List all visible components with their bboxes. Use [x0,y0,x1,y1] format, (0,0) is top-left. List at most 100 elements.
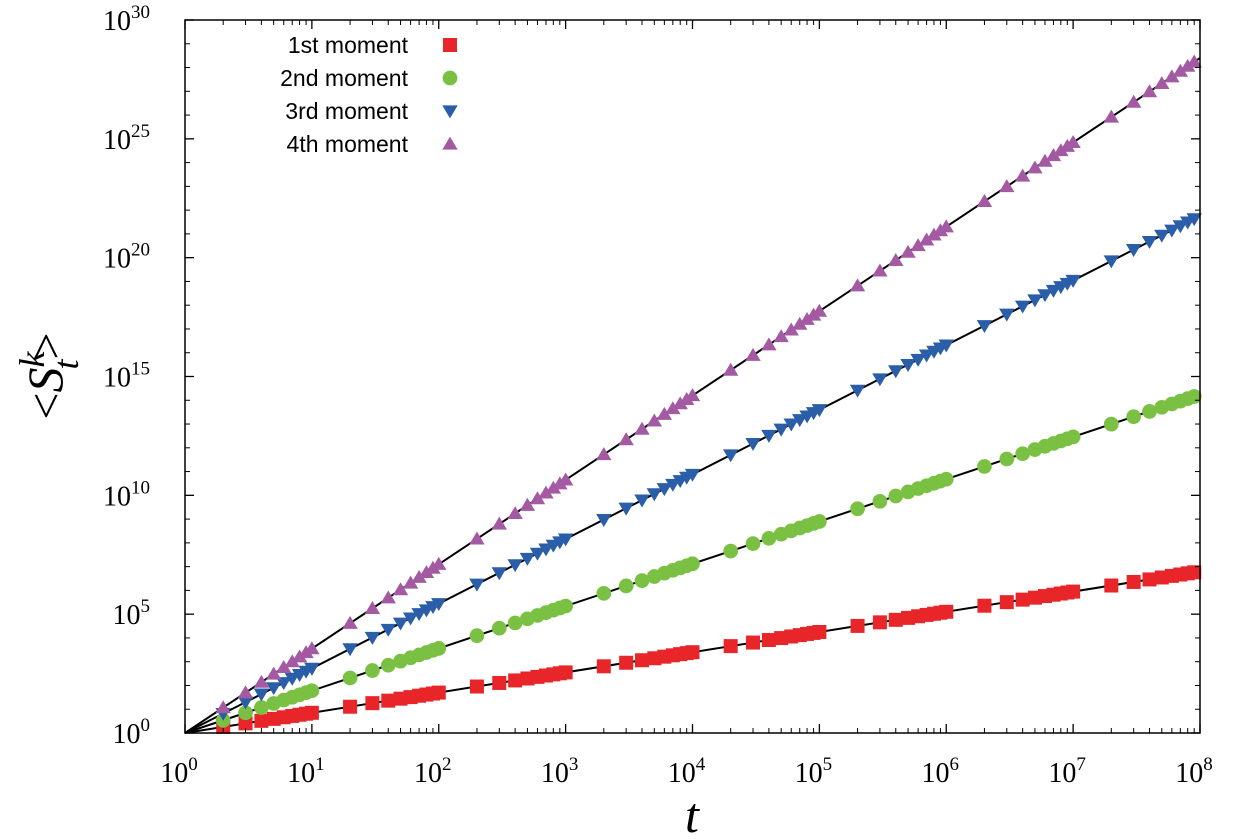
data-point [849,278,866,292]
data-point [977,459,992,474]
data-point [596,659,611,674]
data-point [1125,94,1142,108]
data-point [253,688,270,702]
data-point [557,472,574,486]
data-point [276,659,292,673]
data-point [558,665,573,680]
x-tick-label: 105 [795,754,833,789]
data-point [685,645,700,660]
data-point [469,679,484,694]
data-point [646,413,663,427]
x-tick-label: 104 [668,754,706,789]
data-point [1172,63,1189,77]
data-point [491,567,507,581]
legend-marker [442,70,458,86]
data-point [596,447,612,461]
data-point [380,657,396,673]
data-point [812,514,827,529]
data-point [238,705,253,721]
data-point [761,633,776,648]
data-point [811,404,828,418]
data-point [365,696,380,711]
data-point [850,501,865,517]
data-point [1141,235,1158,249]
data-point [999,308,1015,322]
data-point [976,194,993,207]
data-point [492,675,507,690]
data-point [938,219,954,233]
data-point [1186,213,1202,227]
data-point [1014,168,1031,182]
data-point [304,662,320,676]
data-point [684,468,701,482]
data-point [1125,244,1142,257]
data-point [237,685,254,699]
data-point [1053,143,1069,157]
data-point [1164,69,1180,83]
data-point [939,604,954,619]
data-point [745,437,761,451]
data-point [918,232,935,246]
data-point [469,578,485,592]
data-point [999,595,1014,610]
data-point [745,536,761,551]
data-point [1141,84,1158,98]
data-point [254,700,269,715]
data-point [783,418,799,432]
data-point [529,491,546,505]
data-point [538,485,554,499]
data-point [284,654,300,668]
data-point [1015,446,1030,462]
data-point [1142,572,1157,587]
data-point [596,586,612,601]
data-point [1142,404,1157,419]
data-point [304,705,319,720]
data-point [1154,229,1170,243]
data-point [491,620,507,636]
data-point [254,713,269,728]
data-point [999,451,1015,467]
data-point [684,388,701,402]
legend-entry-1st-moment: 1st moment [288,32,457,58]
data-point [634,573,650,588]
data-point [1126,574,1141,589]
data-point [557,533,574,547]
data-point [304,641,320,655]
data-point [783,322,799,336]
y-tick-label: 105 [113,596,151,631]
x-tick-label: 102 [414,754,452,789]
data-point [342,670,358,686]
series-1st-moment [216,565,1202,734]
legend-marker [443,38,457,52]
y-axis-title: <Skt> [12,332,86,419]
x-tick-label: 101 [287,754,325,789]
series-3rd-moment [215,213,1202,721]
data-point [618,502,634,516]
data-point [977,598,992,613]
legend-entry-3rd-moment: 3rd moment [285,98,458,124]
data-point [850,618,865,633]
data-point [618,578,634,594]
data-point [1027,160,1043,174]
data-point [672,396,688,410]
data-point [1187,565,1202,580]
y-tick-label: 100 [113,715,151,750]
data-point [792,316,808,330]
data-point [215,700,231,714]
data-point [237,696,254,710]
data-point [342,643,358,657]
legend-marker [442,105,458,119]
legend-label: 4th moment [287,131,409,157]
data-point [519,497,536,511]
data-point [1037,153,1053,167]
x-tick-label: 108 [1175,754,1213,789]
data-point [304,683,320,699]
data-point [849,384,866,398]
data-point [872,615,887,630]
data-point [491,516,507,530]
data-point [558,598,573,614]
data-point [872,493,888,509]
data-point [265,666,282,680]
data-point [431,641,447,656]
